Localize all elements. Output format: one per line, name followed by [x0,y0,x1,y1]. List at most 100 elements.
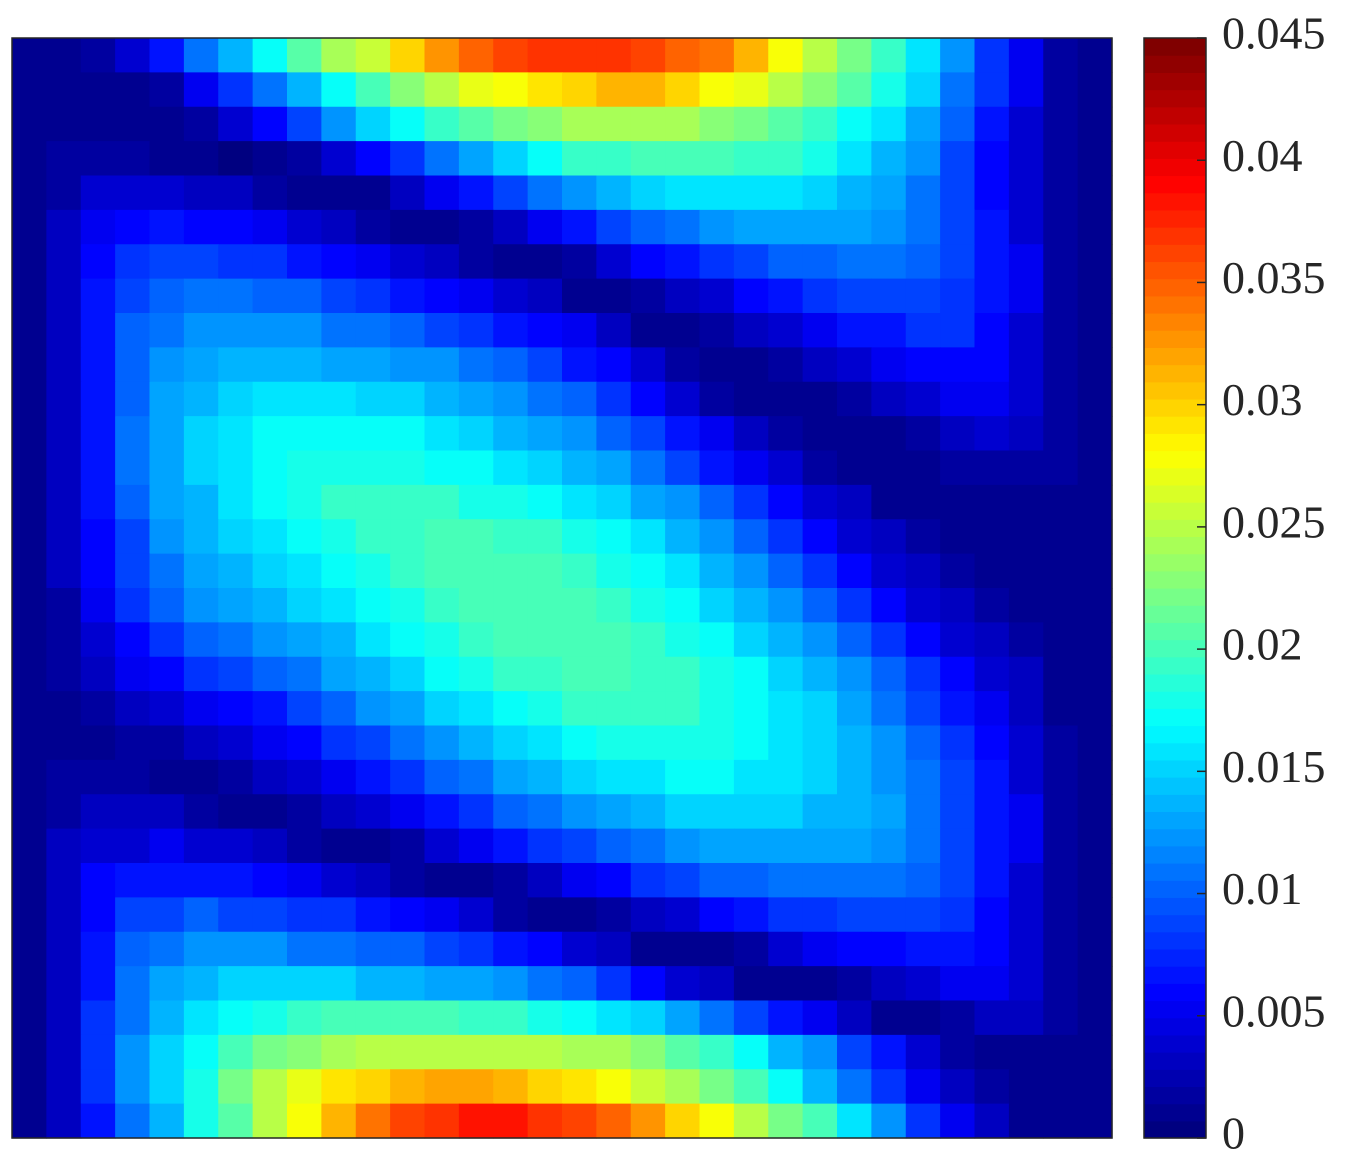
heatmap-cell [80,691,116,727]
heatmap-cell [596,416,632,452]
heatmap-cell [905,175,941,211]
colorbar-step [1144,639,1206,658]
heatmap-cell [837,1103,872,1139]
heatmap-cell [424,38,460,73]
heatmap-cell [80,931,116,967]
heatmap-cell [218,1034,254,1070]
heatmap-cell [871,1034,907,1070]
heatmap-cell [1043,1000,1079,1036]
heatmap-cell [493,106,529,142]
heatmap-cell [974,1000,1010,1036]
heatmap-cell [665,450,701,486]
heatmap-cell [12,863,47,898]
heatmap-cell [699,175,735,211]
colorbar-step [1144,209,1206,228]
heatmap-cell [355,484,391,520]
heatmap-cell [802,244,838,280]
heatmap-cell [149,106,185,142]
heatmap-cell [1077,244,1113,280]
heatmap-cell [80,381,116,417]
heatmap-cell [80,141,116,177]
heatmap-cell [733,1103,769,1139]
heatmap-cell [115,72,151,108]
heatmap-cell [287,416,322,452]
heatmap-cell [1077,72,1113,108]
heatmap-cell [596,347,632,383]
heatmap-cell [218,519,254,555]
heatmap-cell [1008,588,1044,623]
heatmap-cell [424,72,460,108]
heatmap-cell [596,278,632,314]
heatmap-cell [390,175,426,211]
heatmap-cell [458,278,494,314]
heatmap-cells [12,38,1113,1139]
heatmap-cell [115,484,151,520]
heatmap-cell [12,141,47,177]
heatmap-cell [527,725,563,761]
heatmap-cell [1077,725,1113,761]
heatmap-cell [596,691,632,727]
heatmap-cell [115,244,151,280]
heatmap-cell [905,106,941,142]
heatmap-cell [252,141,288,177]
heatmap-cell [527,450,563,486]
heatmap-cell [1043,588,1079,623]
heatmap-cell [115,175,151,211]
heatmap-cell [80,863,116,898]
heatmap-cell [424,759,460,795]
heatmap-cell [733,553,769,589]
heatmap-cell [12,931,47,967]
heatmap-cell [1043,1069,1079,1105]
heatmap-cell [837,381,872,417]
heatmap-cell [252,278,288,314]
heatmap-cell [1043,794,1079,830]
colorbar-step [1144,742,1206,761]
heatmap-cell [699,416,735,452]
heatmap-cell [802,278,838,314]
heatmap-cell [1043,1103,1079,1139]
heatmap-cell [1043,244,1079,280]
colorbar-step [1144,278,1206,297]
heatmap-cell [802,484,838,520]
colorbar-step [1144,519,1206,538]
heatmap-cell [321,656,357,692]
heatmap-cell [974,828,1010,864]
heatmap-cell [355,691,391,727]
heatmap-cell [149,931,185,967]
heatmap-cell [665,244,701,280]
heatmap-cell [665,588,701,623]
heatmap-cell [562,209,597,245]
heatmap-cell [1077,1034,1113,1070]
heatmap-cell [699,725,735,761]
heatmap-cell [46,588,82,623]
heatmap-cell [871,450,907,486]
heatmap-cell [768,656,804,692]
heatmap-cell [218,691,254,727]
heatmap-cell [768,725,804,761]
heatmap-cell [733,244,769,280]
heatmap-cell [562,588,597,623]
heatmap-cell [424,519,460,555]
heatmap-cell [424,106,460,142]
heatmap-cell [458,1034,494,1070]
heatmap-cell [424,691,460,727]
heatmap-cell [630,381,666,417]
heatmap-cell [458,588,494,623]
heatmap-cell [115,588,151,623]
heatmap-cell [974,1103,1010,1139]
heatmap-cell [321,622,357,658]
heatmap-cell [940,553,976,589]
heatmap-cell [1077,278,1113,314]
heatmap-cell [80,588,116,623]
heatmap-cell [493,38,529,73]
heatmap-cell [424,416,460,452]
heatmap-cell [1008,244,1044,280]
heatmap-cell [562,1069,597,1105]
heatmap-cell [390,794,426,830]
heatmap-cell [218,931,254,967]
heatmap-cell [46,106,82,142]
heatmap-cell [596,966,632,1002]
heatmap-cell [596,656,632,692]
heatmap-cell [321,519,357,555]
heatmap-cell [183,794,219,830]
